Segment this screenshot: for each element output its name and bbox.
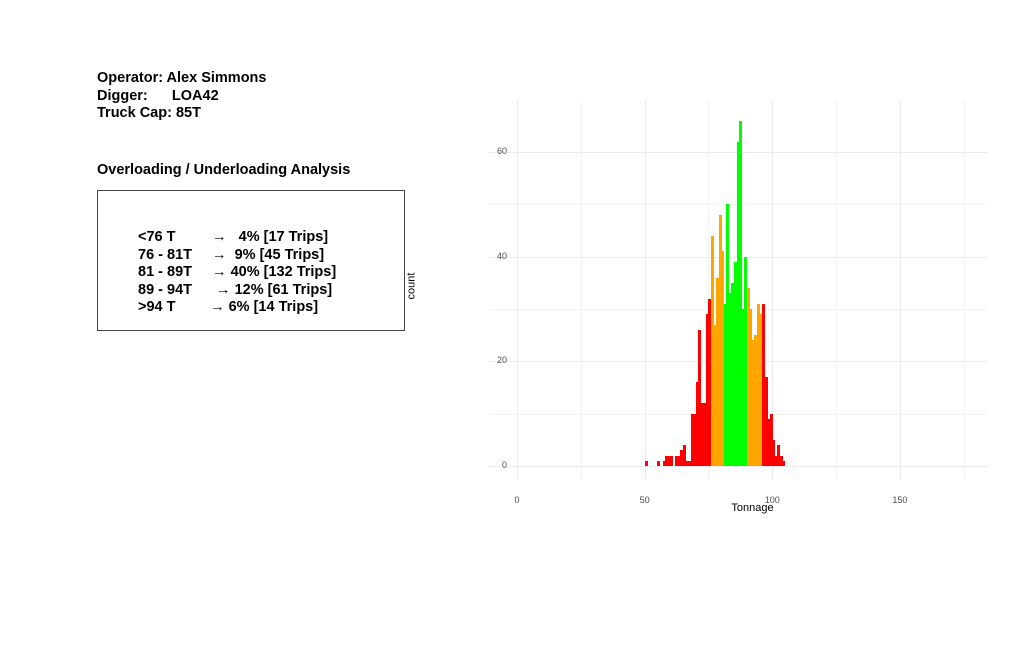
histogram-bar [772, 439, 776, 466]
histogram-bar [759, 314, 763, 466]
histogram-bar [677, 455, 681, 466]
histogram-bar [731, 282, 735, 466]
gridline-vertical [580, 100, 582, 480]
digger-label: Digger: LOA42 [97, 87, 219, 104]
histogram-bar [779, 455, 783, 466]
range-label: <76 T [138, 229, 176, 245]
histogram-bar [682, 445, 686, 466]
histogram-bar [749, 309, 753, 466]
range-label: >94 T [138, 299, 176, 315]
range-label: 81 - 89T [138, 264, 192, 280]
histogram-bar [688, 460, 691, 466]
range-label: 89 - 94T [138, 281, 192, 298]
histogram-bar [693, 413, 697, 466]
truck-cap-label: Truck Cap: 85T [97, 105, 201, 121]
histogram-bar [695, 382, 699, 466]
histogram-bar [703, 403, 707, 466]
histogram-bar [713, 324, 717, 466]
range-value: 12% [61 Trips] [230, 281, 333, 298]
histogram-bar [705, 314, 709, 466]
operator-info: Operator: Alex Simmons Digger: LOA42 Tru… [97, 70, 266, 123]
tonnage-histogram: 0 20 40 60 0 50 100 150 count Tonnage [405, 100, 1000, 530]
y-tick-label: 20 [496, 355, 507, 366]
analysis-row-89-94: 89 - 94T → 12% [61 Trips] [138, 282, 336, 300]
histogram-bar [764, 377, 768, 466]
histogram-bar [698, 329, 702, 466]
histogram-bar [708, 298, 712, 466]
histogram-bar [662, 460, 666, 466]
histogram-bar [739, 120, 743, 466]
histogram-bar [762, 303, 766, 466]
histogram-bar [741, 309, 745, 466]
histogram-bar [711, 235, 714, 466]
operator-label: Operator: Alex Simmons [97, 70, 267, 86]
range-value: 9% [45 Trips] [226, 246, 325, 263]
histogram-bar [685, 460, 689, 466]
gridline-vertical [836, 100, 838, 480]
histogram-bar [736, 141, 740, 466]
histogram-bar [754, 335, 758, 466]
gridline-vertical [772, 100, 774, 480]
y-tick-label: 0 [501, 460, 507, 470]
histogram-bar [769, 413, 773, 466]
gridline-vertical [899, 100, 901, 480]
histogram-bar [782, 460, 786, 466]
histogram-bar [644, 460, 648, 466]
histogram-bar [746, 288, 750, 466]
arrow-icon: → [204, 264, 227, 280]
range-value: 4% [17 Trips] [226, 229, 329, 245]
histogram-bar [744, 256, 748, 466]
arrow-icon: → [204, 229, 227, 245]
analysis-list: <76 T → 4% [17 Trips] 76 - 81T → 9% [45 … [138, 229, 336, 317]
histogram-bar [675, 455, 679, 466]
histogram-bar [777, 445, 781, 466]
arrow-icon: → [198, 299, 225, 315]
analysis-title: Overloading / Underloading Analysis [97, 162, 351, 178]
range-value: 40% [132 Trips] [226, 264, 337, 280]
histogram-bar [680, 450, 684, 466]
histogram-bar [751, 340, 755, 466]
histogram-bar [665, 455, 668, 466]
histogram-bar [723, 303, 727, 466]
analysis-row-under-76: <76 T → 4% [17 Trips] [138, 229, 336, 247]
histogram-bar [767, 418, 771, 466]
analysis-summary-box: <76 T → 4% [17 Trips] 76 - 81T → 9% [45 … [97, 190, 405, 331]
x-tick-label: 100 [764, 495, 780, 505]
arrow-icon: → [204, 246, 227, 263]
histogram-bar [756, 303, 760, 466]
histogram-bar [721, 251, 725, 466]
gridline-vertical [517, 100, 518, 480]
histogram-bar [774, 455, 778, 466]
gridline-vertical [708, 100, 710, 480]
histogram-bars [517, 105, 988, 466]
histogram-bar [734, 261, 737, 466]
histogram-bar [718, 214, 722, 466]
y-axis-label: count [405, 272, 418, 300]
analysis-row-81-89: 81 - 89T → 40% [132 Trips] [138, 264, 336, 282]
range-value: 6% [14 Trips] [224, 299, 319, 315]
x-axis-label: Tonnage [731, 502, 774, 514]
x-tick-label: 50 [639, 495, 650, 505]
histogram-bar [690, 413, 694, 466]
y-tick-label: 40 [496, 250, 507, 261]
x-tick-label: 0 [514, 495, 520, 505]
histogram-bar [657, 460, 661, 466]
histogram-bar [700, 403, 704, 466]
plot-area: 0 20 40 60 0 50 100 150 [489, 100, 988, 505]
analysis-row-over-94: >94 T → 6% [14 Trips] [138, 299, 336, 317]
x-tick-label: 150 [892, 495, 908, 505]
gridline-vertical [644, 100, 646, 480]
histogram-bar [716, 277, 720, 466]
arrow-icon: → [208, 281, 231, 298]
histogram-bar [667, 455, 671, 466]
analysis-row-76-81: 76 - 81T → 9% [45 Trips] [138, 247, 336, 265]
histogram-bar [728, 293, 732, 466]
y-tick-label: 60 [496, 146, 507, 157]
gridline-horizontal [489, 466, 988, 467]
histogram-bar [726, 204, 730, 466]
range-label: 76 - 81T [138, 246, 192, 263]
gridline-vertical [963, 100, 965, 480]
histogram-bar [670, 455, 674, 466]
